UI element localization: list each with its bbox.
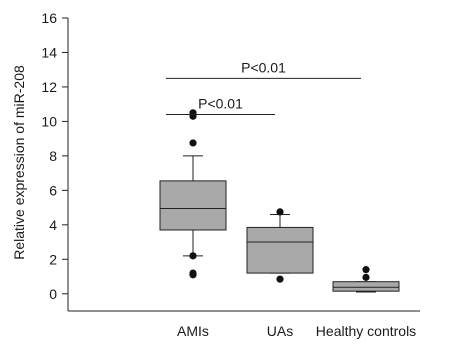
boxes <box>159 109 400 293</box>
outlier-point <box>276 208 284 216</box>
outlier-point <box>189 252 197 260</box>
outlier-point <box>362 266 370 274</box>
y-tick-label: 12 <box>41 79 57 95</box>
y-tick-label: 16 <box>41 10 57 26</box>
outlier-point <box>362 273 370 281</box>
outlier-point <box>189 139 197 147</box>
y-tick-label: 14 <box>41 44 57 60</box>
outlier-point <box>276 275 284 283</box>
significance-label: P<0.01 <box>241 59 286 75</box>
y-tick-label: 0 <box>49 286 57 302</box>
significance-label: P<0.01 <box>198 96 243 112</box>
box-amis <box>159 109 227 279</box>
box-uas <box>246 208 314 283</box>
box-iqr <box>332 281 400 292</box>
outlier-point <box>189 109 197 117</box>
box-iqr <box>159 180 227 231</box>
y-tick-label: 2 <box>49 251 57 267</box>
y-tick-label: 10 <box>41 113 57 129</box>
x-tick-labels: AMIs UAs Healthy controls <box>177 323 416 339</box>
box-iqr <box>246 226 314 274</box>
y-tick-label: 4 <box>49 217 57 233</box>
x-tick-label: UAs <box>267 323 293 339</box>
significance-annotations: P<0.01 P<0.01 <box>166 59 361 116</box>
box-healthy-controls <box>332 266 400 293</box>
outlier-point <box>189 269 197 277</box>
y-ticks: 0 2 4 6 8 10 12 14 16 <box>41 10 68 302</box>
y-axis-title: Relative expression of miR-208 <box>11 65 27 260</box>
x-tick-label: AMIs <box>177 323 209 339</box>
axes <box>67 18 420 312</box>
y-tick-label: 8 <box>49 148 57 164</box>
y-tick-label: 6 <box>49 182 57 198</box>
x-tick-label: Healthy controls <box>316 323 416 339</box>
